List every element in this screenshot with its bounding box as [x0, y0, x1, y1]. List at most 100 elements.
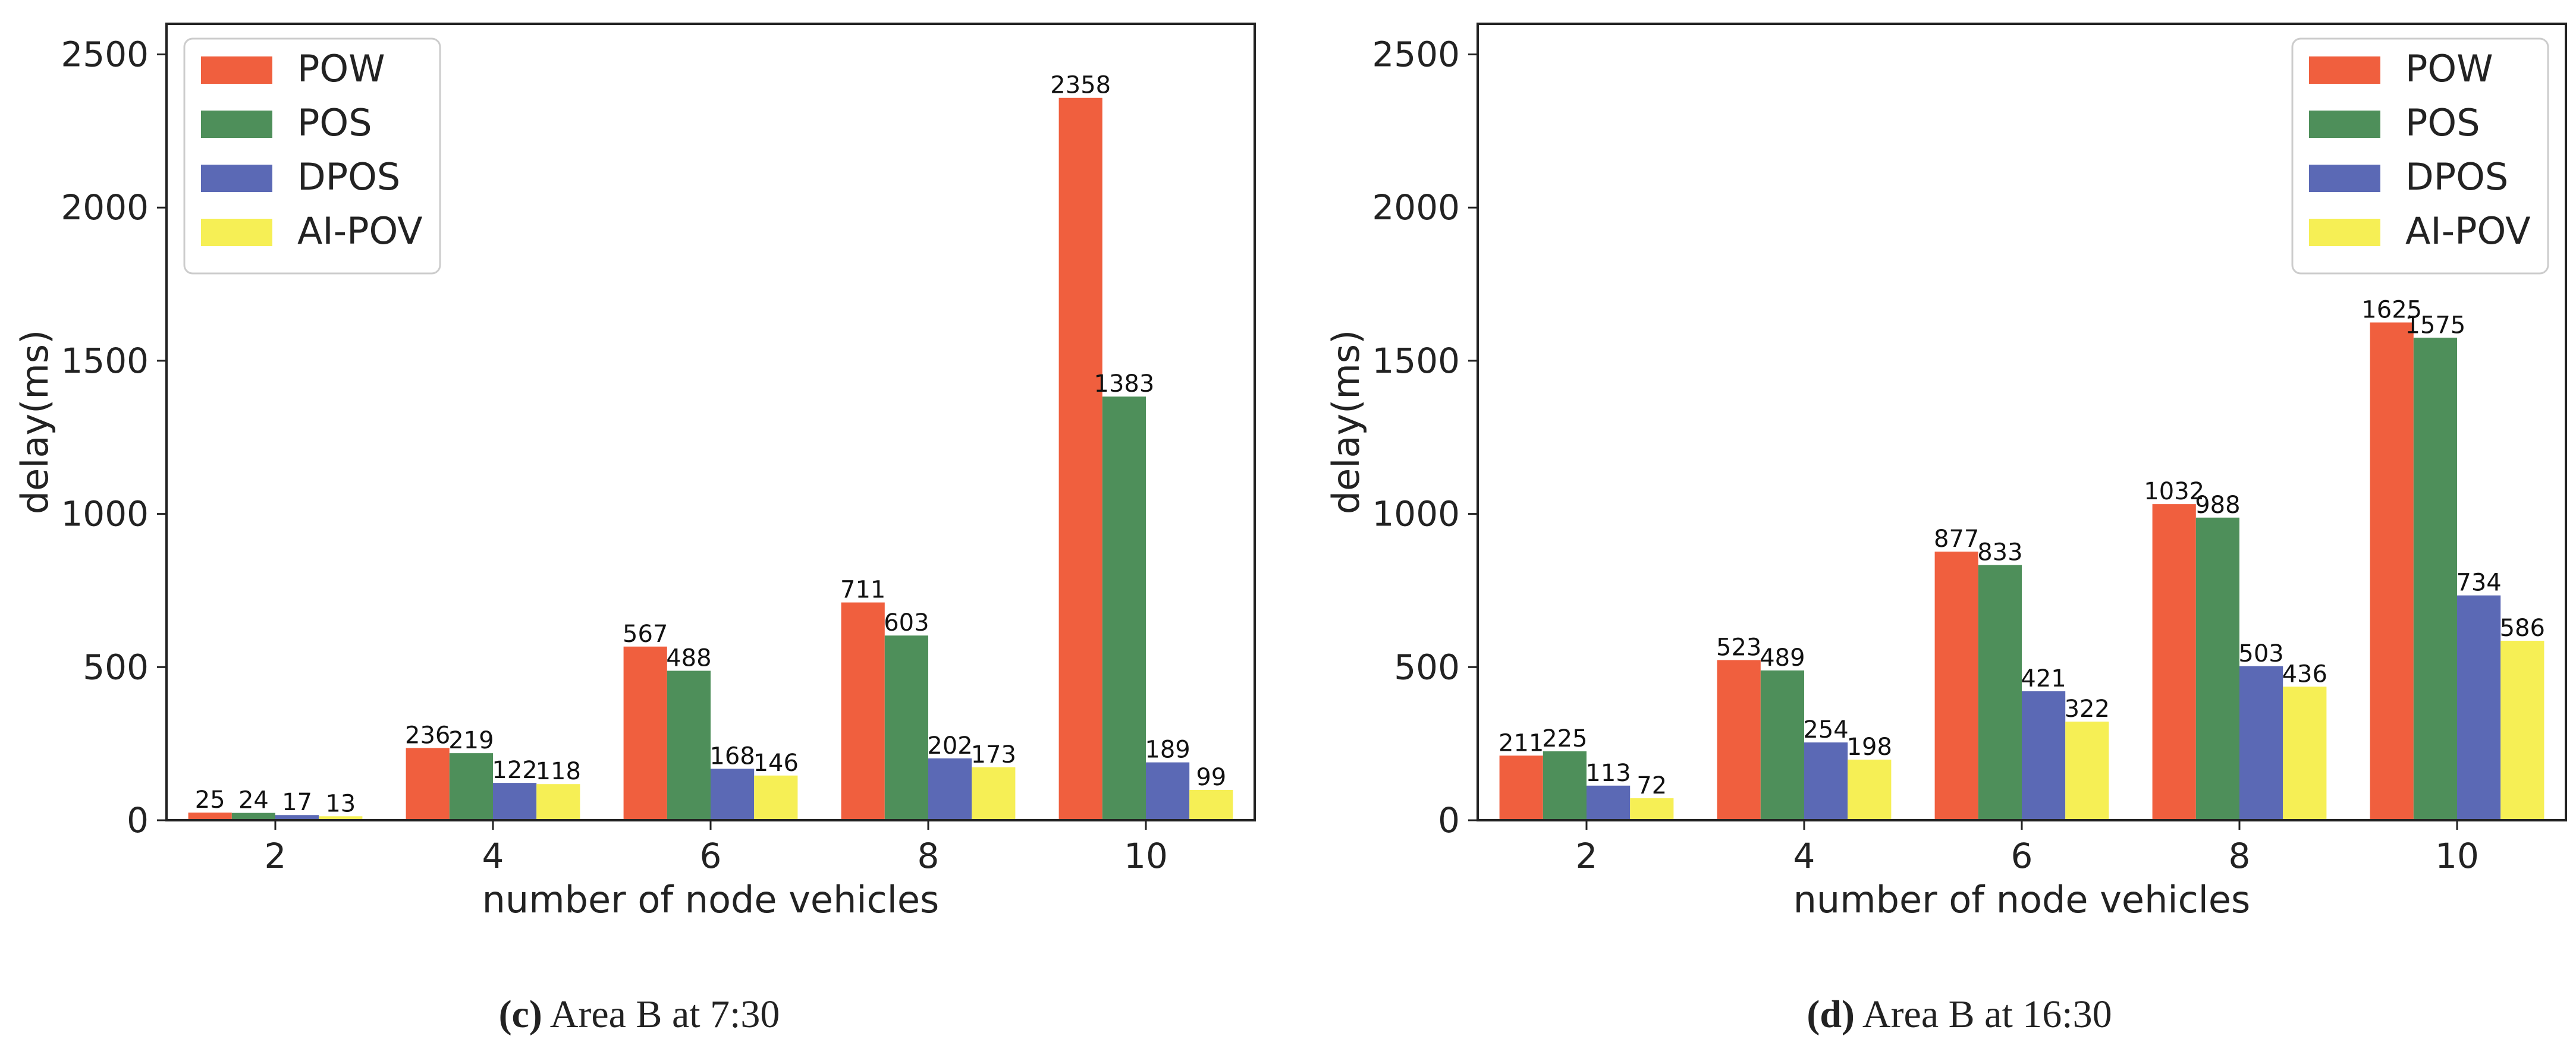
bar-value-label: 1575 [2405, 311, 2466, 339]
bar-value-label: 17 [282, 789, 312, 816]
bar-value-label: 322 [2065, 695, 2110, 723]
bar-pos-4 [1760, 670, 1804, 820]
legend-swatch-ai-pov [2309, 219, 2380, 246]
x-tick-label: 8 [2229, 836, 2251, 876]
legend: POW POS DPOS AI-POV [2291, 37, 2549, 275]
bar-pow-2 [188, 813, 232, 820]
bar-ai-pov-4 [536, 784, 580, 820]
bar-dpos-8 [2239, 666, 2283, 820]
bar-value-label: 254 [1803, 716, 1848, 744]
bar-value-label: 118 [536, 758, 581, 785]
y-tick-label: 1500 [61, 341, 149, 381]
caption-text: Area B at 16:30 [1855, 993, 2112, 1036]
x-tick-label: 2 [265, 836, 287, 876]
caption-text: Area B at 7:30 [542, 993, 780, 1036]
bar-value-label: 202 [927, 732, 972, 760]
legend-label: POS [2405, 101, 2480, 144]
bar-value-label: 711 [840, 577, 885, 604]
bar-dpos-4 [1804, 742, 1848, 820]
y-tick-label: 0 [127, 800, 149, 840]
legend-label: POW [2405, 47, 2493, 90]
bar-value-label: 146 [753, 750, 799, 777]
bar-ai-pov-10 [2500, 640, 2544, 820]
bar-dpos-6 [711, 769, 755, 820]
x-axis-title: number of node vehicles [482, 878, 940, 921]
bar-pos-8 [2195, 517, 2239, 820]
x-tick-label: 6 [2011, 836, 2033, 876]
bar-value-label: 198 [1847, 733, 1892, 761]
y-tick-label: 2000 [1372, 187, 1460, 228]
bar-ai-pov-2 [1630, 798, 1674, 820]
x-tick-label: 8 [918, 836, 940, 876]
x-tick-label: 10 [1124, 836, 1168, 876]
bar-pow-4 [406, 748, 450, 820]
bar-pow-10 [1058, 97, 1102, 820]
bar-value-label: 833 [1977, 539, 2022, 566]
legend-label: POS [297, 101, 372, 144]
y-tick-label: 1000 [61, 494, 149, 534]
figure-caption: (d) Area B at 16:30 [1807, 993, 2112, 1036]
legend-label: POW [297, 47, 385, 90]
legend-swatch-dpos [2309, 165, 2380, 192]
bar-dpos-6 [2022, 691, 2066, 820]
x-tick-label: 6 [700, 836, 722, 876]
bar-value-label: 219 [448, 727, 494, 754]
legend-label: DPOS [2405, 155, 2508, 199]
bar-value-label: 988 [2195, 492, 2240, 519]
bar-value-label: 503 [2238, 640, 2283, 668]
legend-label: AI-POV [2405, 209, 2531, 253]
x-tick-label: 10 [2435, 836, 2479, 876]
legend-swatch-pos [201, 111, 272, 138]
bar-value-label: 734 [2456, 569, 2501, 597]
plot-frame [1477, 23, 2567, 821]
bar-value-label: 72 [1636, 772, 1667, 799]
x-tick-label: 4 [1793, 836, 1815, 876]
bar-pow-2 [1499, 755, 1543, 820]
figure-caption: (c) Area B at 7:30 [499, 993, 780, 1036]
bar-dpos-4 [493, 783, 537, 820]
bar-value-label: 489 [1760, 644, 1805, 672]
bar-value-label: 225 [1542, 725, 1587, 753]
bar-value-label: 24 [238, 787, 269, 814]
bar-value-label: 189 [1145, 736, 1190, 764]
bar-value-label: 99 [1196, 764, 1226, 791]
bar-pos-10 [2413, 338, 2457, 820]
x-tick-label: 4 [482, 836, 504, 876]
legend-swatch-dpos [201, 165, 272, 192]
bar-value-label: 567 [623, 621, 668, 648]
bar-ai-pov-8 [972, 767, 1016, 820]
y-tick-label: 1000 [1372, 494, 1460, 534]
bar-dpos-2 [275, 815, 319, 820]
x-axis-title: number of node vehicles [1793, 878, 2251, 921]
legend-swatch-pow [201, 56, 272, 84]
bar-pos-2 [231, 813, 275, 820]
plot-frame [165, 23, 1256, 821]
bar-pos-8 [884, 635, 928, 820]
bar-value-label: 25 [195, 786, 225, 814]
bar-value-label: 168 [709, 742, 755, 770]
bar-ai-pov-2 [319, 816, 363, 820]
bar-pow-6 [623, 646, 667, 820]
bar-value-label: 436 [2282, 660, 2327, 688]
legend-swatch-ai-pov [201, 219, 272, 246]
legend-swatch-pos [2309, 111, 2380, 138]
bar-value-label: 211 [1499, 729, 1544, 757]
bar-pow-10 [2370, 322, 2414, 820]
bar-ai-pov-10 [1189, 789, 1233, 820]
bar-value-label: 877 [1934, 525, 1979, 553]
bar-value-label: 173 [971, 741, 1016, 769]
y-tick-label: 2500 [61, 34, 149, 75]
x-tick-label: 2 [1576, 836, 1598, 876]
bar-ai-pov-6 [2065, 722, 2109, 820]
bar-pos-6 [1978, 565, 2022, 820]
bar-ai-pov-4 [1848, 759, 1892, 820]
caption-letter: (d) [1807, 993, 1855, 1036]
bar-value-label: 603 [884, 609, 929, 637]
bar-dpos-2 [1587, 785, 1631, 820]
caption-letter: (c) [499, 993, 542, 1036]
bar-pow-6 [1934, 552, 1978, 820]
bar-value-label: 421 [2021, 665, 2066, 692]
